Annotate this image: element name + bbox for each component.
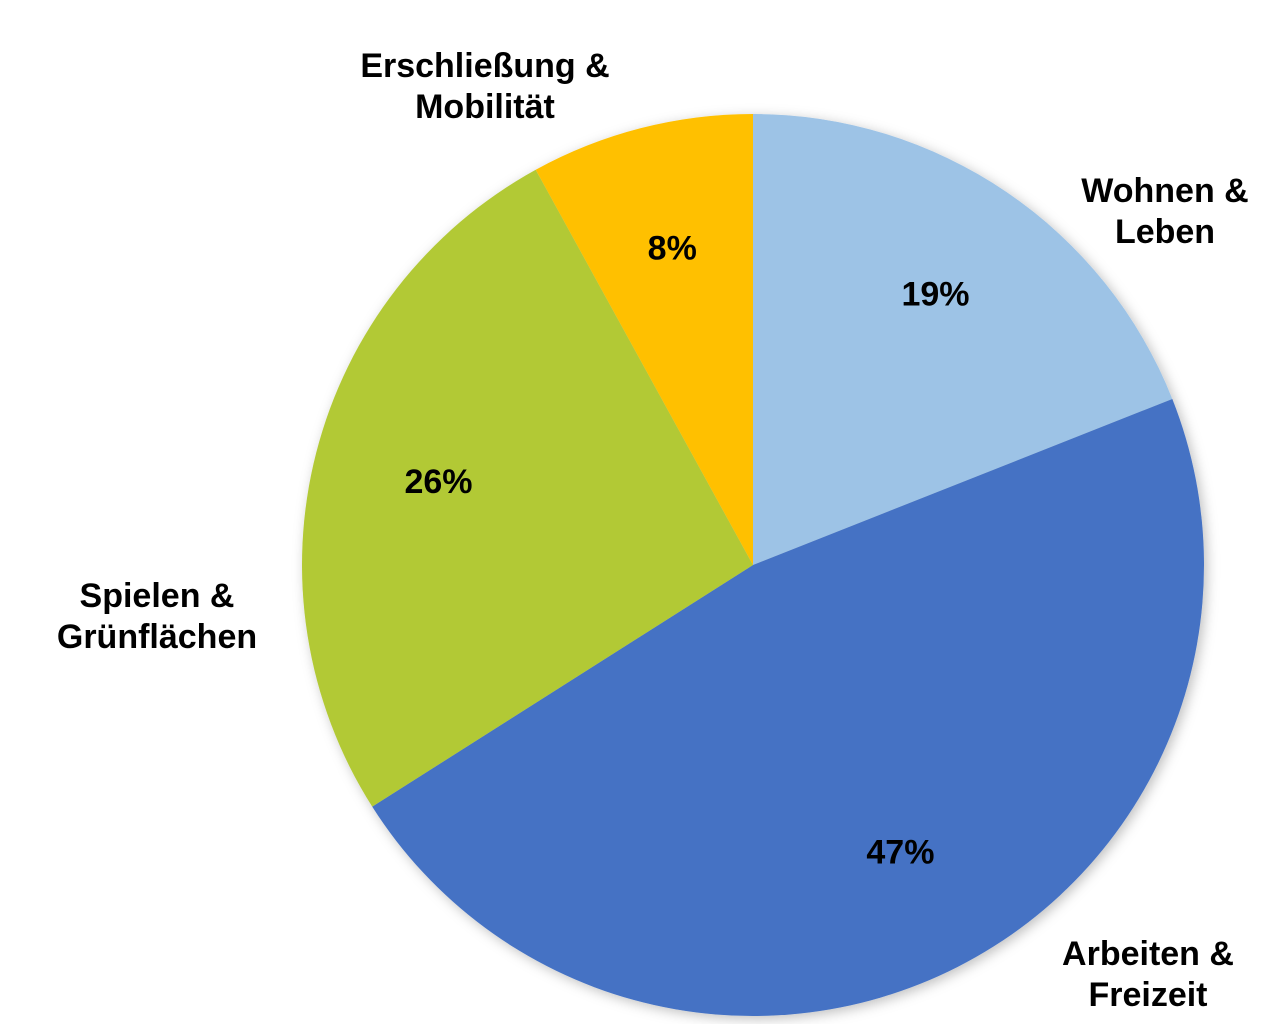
pie-slice xyxy=(302,169,753,807)
pie-slice xyxy=(535,114,753,565)
category-label: Erschließung & Mobilität xyxy=(360,47,610,126)
slices xyxy=(302,114,1204,1017)
value-label: 47% xyxy=(866,833,934,871)
category-label: Spielen & Grünflächen xyxy=(56,577,258,656)
pie-slice xyxy=(372,398,1204,1017)
category-label: Arbeiten & Freizeit xyxy=(1062,935,1234,1014)
pie-slice xyxy=(753,114,1173,565)
value-label: 26% xyxy=(404,463,472,501)
category-label: Wohnen & Leben xyxy=(1081,172,1249,251)
value-label: 19% xyxy=(901,275,969,313)
value-label: 8% xyxy=(648,229,697,267)
